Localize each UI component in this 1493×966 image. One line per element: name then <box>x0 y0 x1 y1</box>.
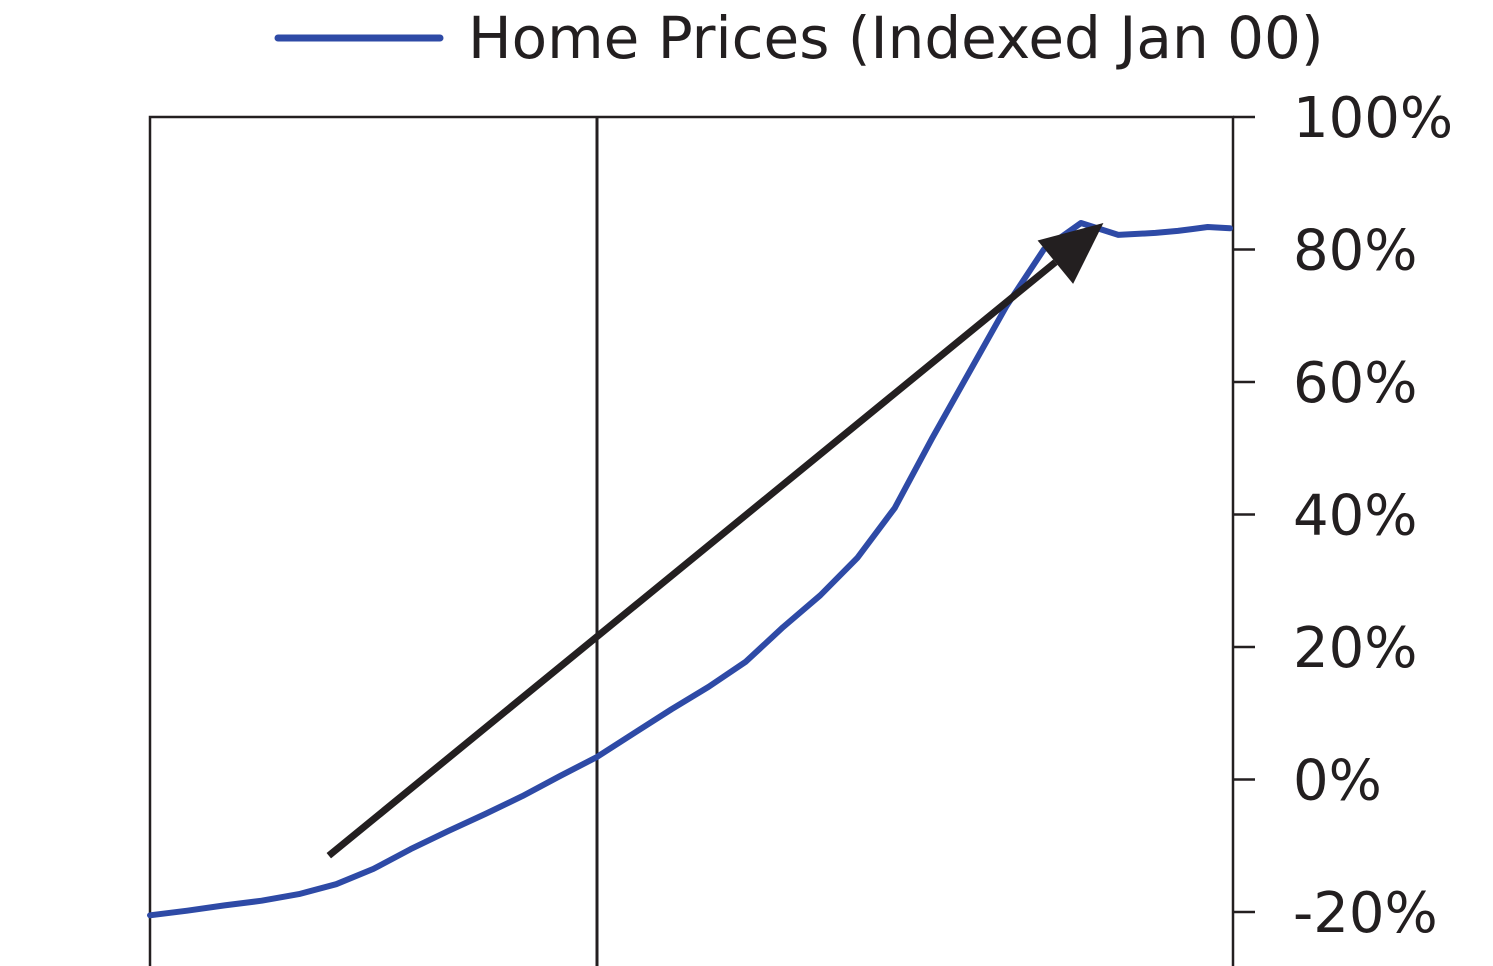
plot-area <box>148 115 1235 966</box>
y-tick-label: 80% <box>1293 219 1417 284</box>
y-tick-label: 40% <box>1293 484 1417 549</box>
series-layer <box>147 220 1233 919</box>
annotation-layer <box>326 223 1104 859</box>
y-tick-label: 100% <box>1293 86 1453 151</box>
y-tick-label: 60% <box>1293 351 1417 416</box>
plot-frame <box>148 115 1235 966</box>
legend: Home Prices (Indexed Jan 00) <box>274 4 1324 72</box>
trend-arrow-shaft <box>326 259 1058 859</box>
y-tick-label: -20% <box>1293 881 1438 946</box>
y-tick-label: 0% <box>1293 749 1382 814</box>
trend-arrow-head <box>1037 223 1104 284</box>
y-tick-label: 20% <box>1293 616 1417 681</box>
y-axis: 100% 80% 60% 40% 20% 0% -20% <box>1233 86 1453 946</box>
legend-label-home-prices: Home Prices (Indexed Jan 00) <box>468 4 1324 72</box>
series-line-home-prices <box>147 220 1233 919</box>
